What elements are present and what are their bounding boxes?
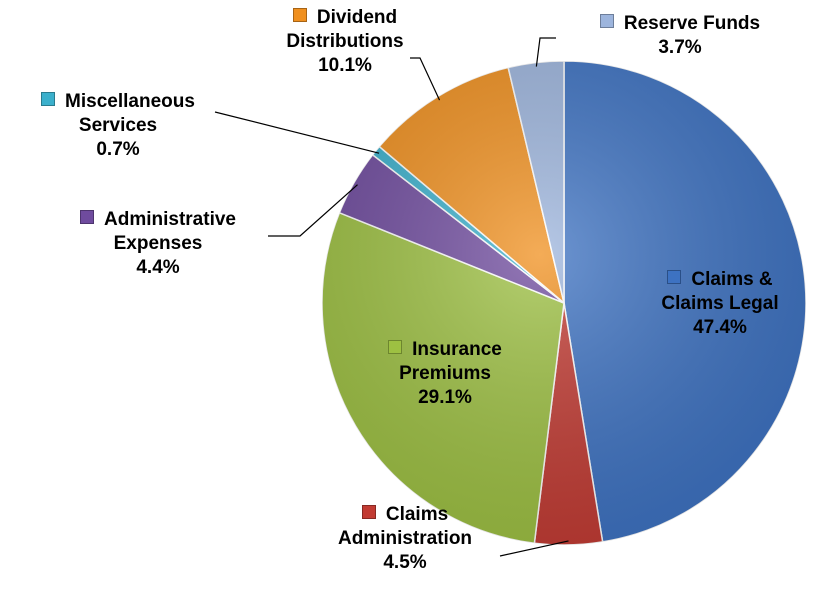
- category-label: Reserve Funds: [623, 13, 761, 34]
- leader-line: [268, 184, 358, 237]
- leader-line: [499, 540, 569, 557]
- category-label: Insurance Premiums: [399, 339, 502, 384]
- label-name-row: Reserve Funds: [570, 12, 790, 36]
- legend-swatch: [292, 8, 307, 22]
- value-label: 29.1%: [418, 387, 472, 408]
- label-name-row: Dividend Distributions: [260, 6, 430, 54]
- category-label: Miscellaneous Services: [65, 91, 195, 136]
- label-name-row: Miscellaneous Services: [3, 90, 233, 138]
- label-name-row: Claims Administration: [325, 503, 485, 551]
- legend-swatch: [599, 14, 614, 28]
- slice-label: Miscellaneous Services 0.7%: [3, 90, 233, 162]
- label-name-row: Insurance Premiums: [360, 338, 530, 386]
- slice-label: Dividend Distributions 10.1%: [260, 6, 430, 78]
- value-label: 10.1%: [318, 55, 372, 76]
- label-name-row: Claims & Claims Legal: [635, 268, 805, 316]
- category-label: Claims Administration: [337, 504, 473, 549]
- legend-swatch: [388, 340, 403, 354]
- category-label: Claims & Claims Legal: [661, 269, 779, 314]
- value-label: 0.7%: [96, 139, 140, 160]
- legend-swatch: [80, 210, 94, 224]
- value-label: 3.7%: [658, 37, 702, 58]
- legend-swatch: [667, 270, 682, 284]
- slice-label: Administrative Expenses 4.4%: [43, 208, 273, 280]
- label-name-row: Administrative Expenses: [43, 208, 273, 256]
- value-label: 4.4%: [136, 257, 180, 278]
- category-label: Administrative Expenses: [104, 209, 236, 254]
- leader-line: [214, 111, 380, 154]
- legend-swatch: [41, 92, 56, 106]
- category-label: Dividend Distributions: [286, 7, 404, 52]
- value-label: 4.5%: [383, 552, 427, 573]
- slice-label: Reserve Funds 3.7%: [570, 12, 790, 60]
- value-label: 47.4%: [693, 317, 747, 338]
- slice-label: Insurance Premiums 29.1%: [360, 338, 530, 410]
- slice-label: Claims Administration 4.5%: [325, 503, 485, 575]
- slice-label: Claims & Claims Legal 47.4%: [635, 268, 805, 340]
- leader-line: [535, 37, 556, 67]
- leader-line: [410, 57, 441, 101]
- legend-swatch: [361, 505, 376, 519]
